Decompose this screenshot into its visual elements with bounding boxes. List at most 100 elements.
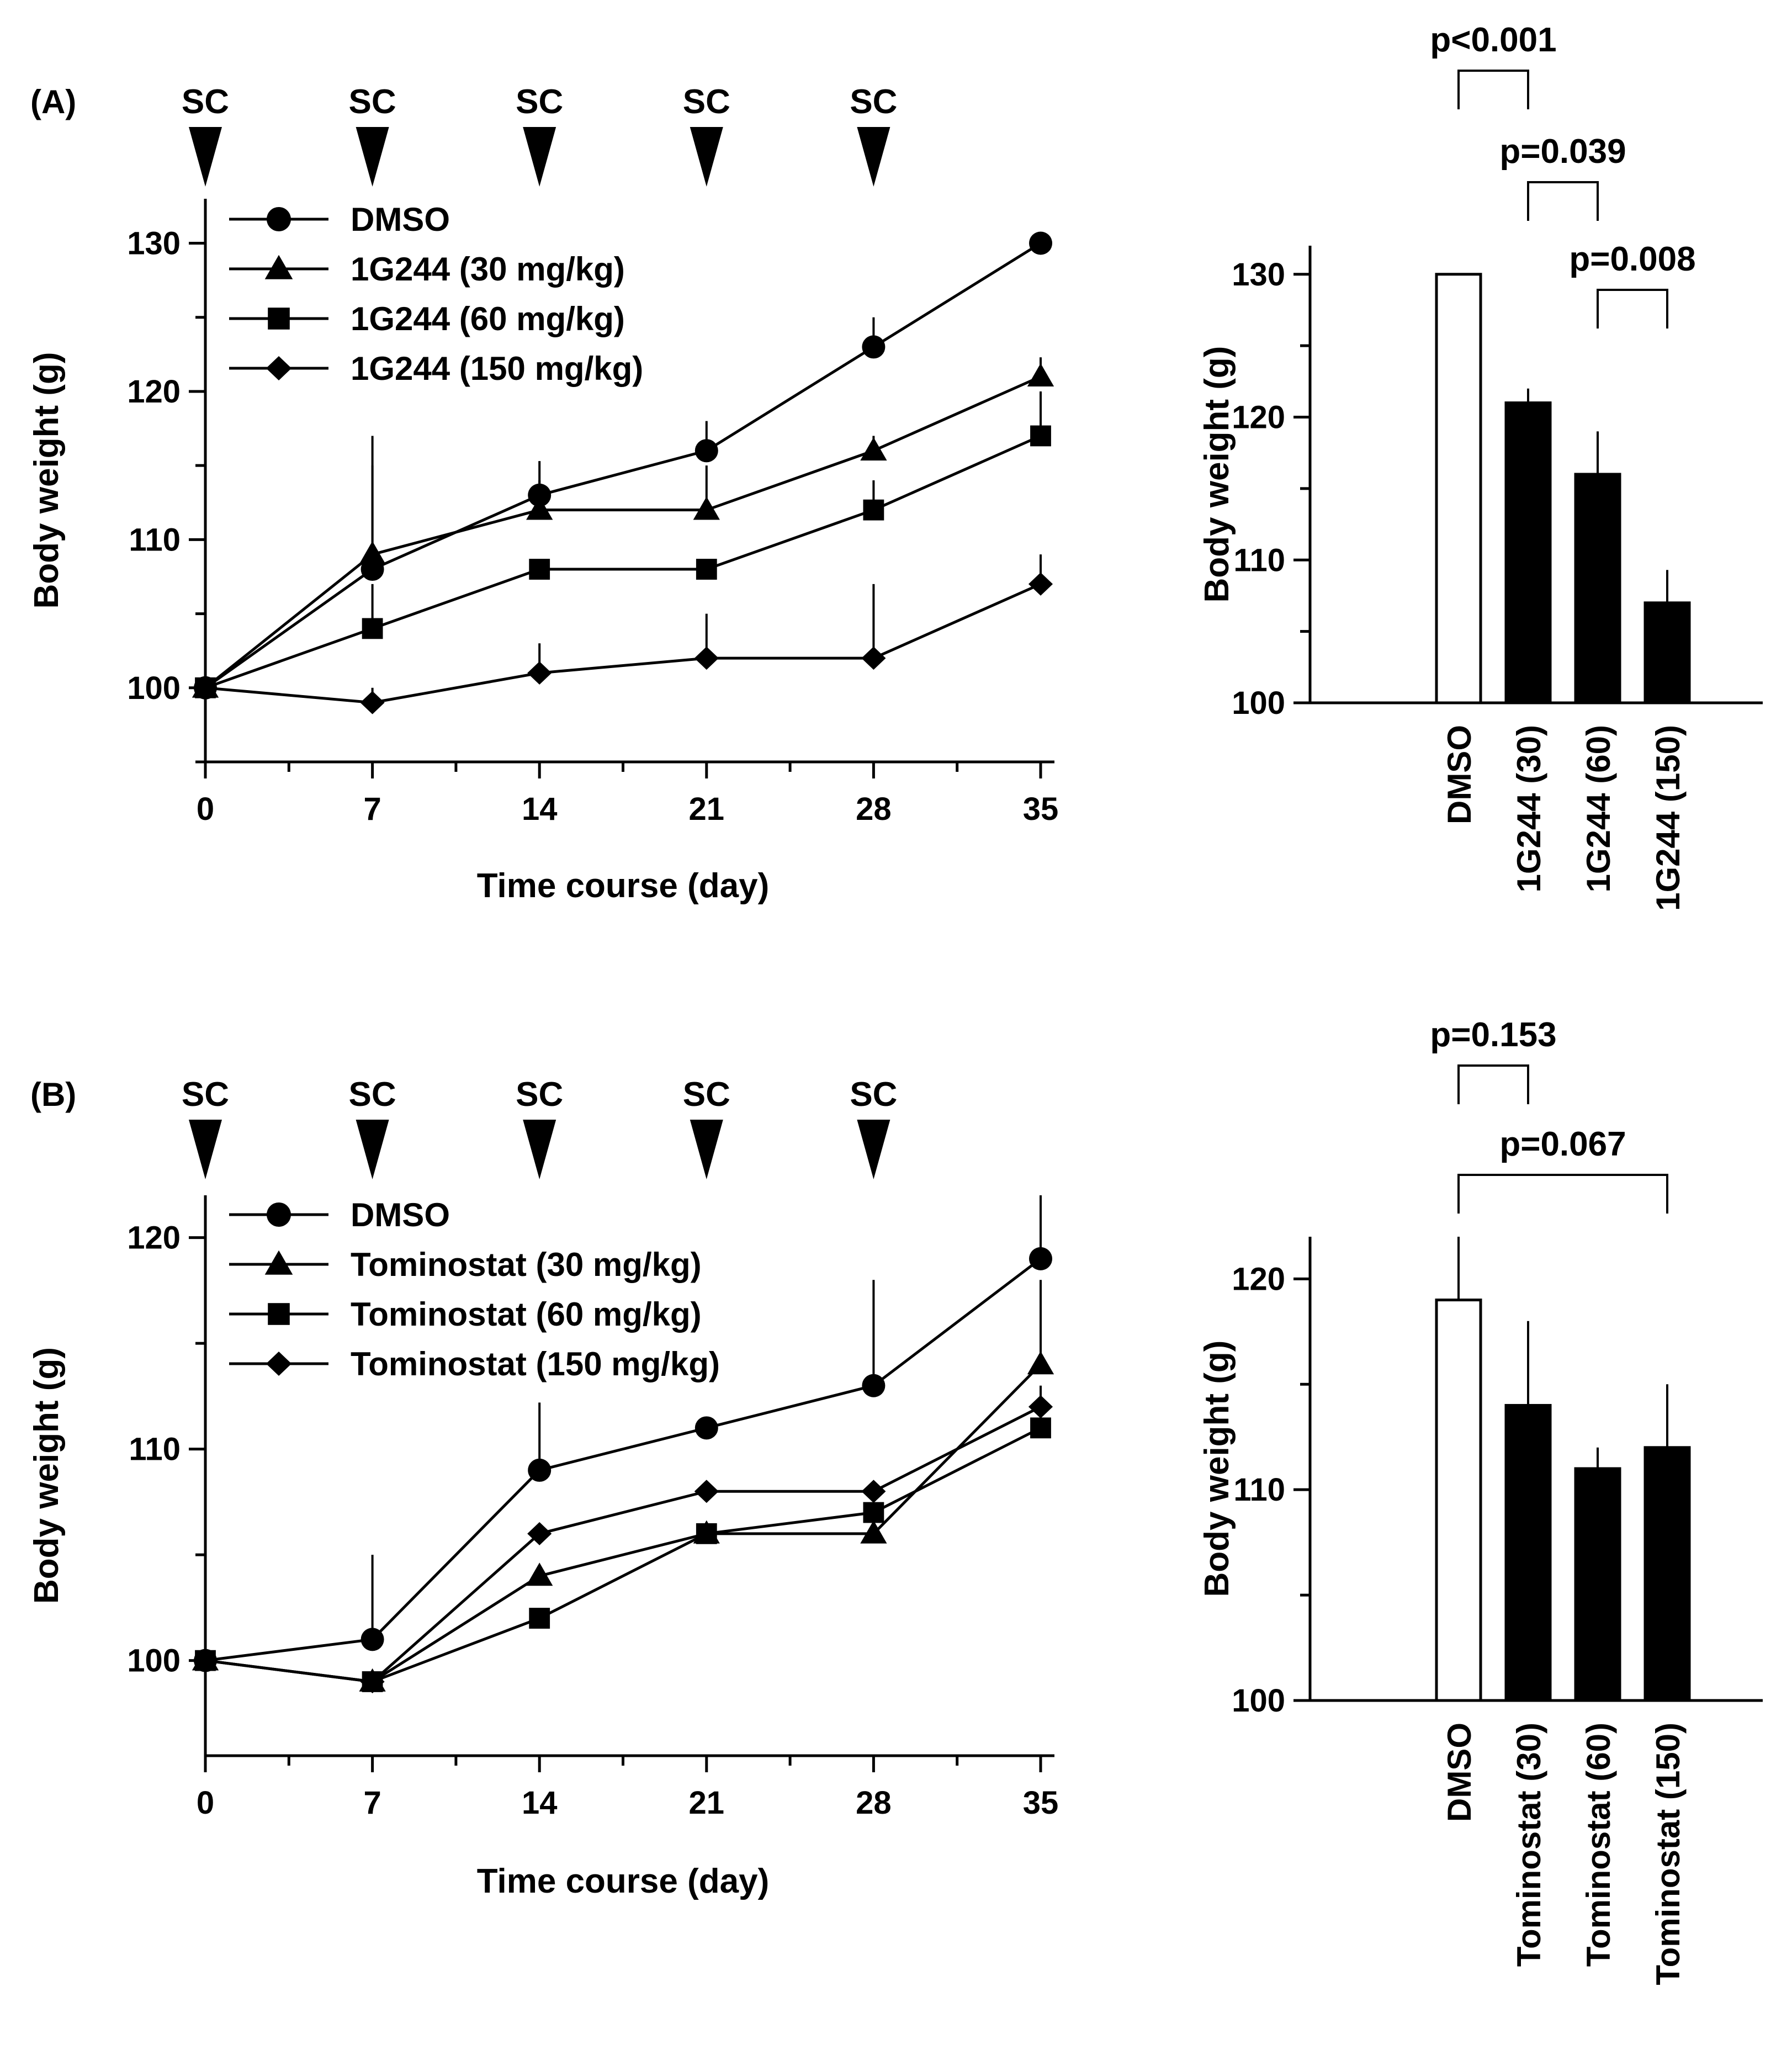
- data-point: [526, 496, 553, 520]
- injection-arrow: [690, 1120, 723, 1179]
- legend-label: 1G244 (60 mg/kg): [351, 300, 625, 337]
- bar-1g244-60: [1574, 473, 1621, 704]
- data-point: [696, 559, 717, 580]
- legend-marker: [264, 1250, 293, 1275]
- data-point: [694, 647, 719, 670]
- data-point: [860, 1520, 887, 1544]
- significance-bracket: [1597, 289, 1668, 329]
- p-value-label: p<0.001: [1430, 21, 1556, 59]
- bar-1g244-30: [1504, 401, 1552, 704]
- y-axis-title: Body weight (g): [1198, 1341, 1236, 1597]
- y-tick-label: 100: [1232, 1683, 1285, 1719]
- y-tick-label: 120: [1232, 400, 1285, 436]
- injection-label: SC: [182, 83, 229, 121]
- series-line: [205, 1405, 1042, 1683]
- bar-tominostat-60: [1574, 1467, 1621, 1702]
- legend-marker: [266, 356, 292, 380]
- legend-label: Tominostat (60 mg/kg): [351, 1296, 702, 1333]
- bar-1g244-150: [1643, 601, 1691, 704]
- series-line: [205, 1363, 1042, 1683]
- injection-label: SC: [516, 1076, 563, 1114]
- bar-tominostat-30: [1504, 1403, 1552, 1702]
- legend-label: Tominostat (30 mg/kg): [351, 1246, 702, 1283]
- x-tick-label: 28: [856, 791, 892, 827]
- data-point: [694, 439, 718, 463]
- data-point: [1027, 1351, 1054, 1375]
- bar-dmso: [1435, 273, 1482, 704]
- line-chart-a: (A) SC SC SC SC SC 100 110 120 130 0 7 14 21 28 35 Time …: [28, 83, 1058, 905]
- data-point: [696, 1523, 717, 1544]
- category-label: DMSO: [1441, 725, 1478, 824]
- legend-marker: [267, 207, 291, 231]
- data-point: [861, 1480, 886, 1503]
- injection-arrow: [189, 127, 222, 187]
- series-line: [205, 1257, 1042, 1662]
- legend-label: DMSO: [351, 201, 450, 238]
- data-point: [1030, 425, 1051, 447]
- p-value-label: p=0.153: [1430, 1016, 1556, 1054]
- series-1g244-150-mg-kg: [193, 554, 1053, 714]
- data-point: [526, 1562, 553, 1586]
- data-point: [693, 496, 720, 520]
- injection-label: SC: [850, 83, 897, 121]
- y-axis-title: Body weight (g): [28, 1347, 66, 1604]
- data-point: [863, 499, 884, 521]
- injection-arrow: [523, 1120, 556, 1179]
- category-label: Tominostat (30): [1510, 1723, 1547, 1967]
- series-1g244-60-mg-kg: [195, 391, 1051, 698]
- x-tick-label: 14: [522, 1785, 558, 1821]
- data-point: [860, 437, 887, 461]
- y-tick-label: 120: [127, 374, 181, 410]
- x-tick-label: 21: [689, 791, 725, 827]
- panel-label: (B): [30, 1076, 76, 1113]
- legend: DMSO 1G244 (30 mg/kg) 1G244 (60 mg/kg) 1G24…: [229, 201, 643, 387]
- data-point: [862, 335, 886, 359]
- data-point: [359, 541, 386, 565]
- injection-label: SC: [349, 83, 396, 121]
- data-point: [694, 1416, 718, 1440]
- data-point: [863, 1502, 884, 1523]
- y-tick-label: 100: [1232, 685, 1285, 721]
- x-tick-label: 35: [1023, 1785, 1059, 1821]
- data-point: [694, 1480, 719, 1503]
- data-point: [1029, 231, 1052, 255]
- series-1g244-30-mg-kg: [192, 357, 1054, 698]
- bar-chart-a-bar: 100 110 120 130 Body weight (g) DMSO 1G244 (30…: [1198, 21, 1763, 911]
- legend-label: 1G244 (150 mg/kg): [351, 350, 643, 387]
- injection-label: SC: [850, 1076, 897, 1114]
- y-tick-label: 110: [1233, 1472, 1285, 1508]
- data-point: [360, 691, 385, 714]
- series-dmso: [194, 1195, 1052, 1672]
- y-tick-label: 110: [129, 522, 181, 558]
- data-point: [862, 1374, 886, 1397]
- x-tick-label: 7: [363, 791, 381, 827]
- injection-arrow: [690, 127, 723, 187]
- y-tick-label: 100: [127, 670, 181, 706]
- p-value-label: p=0.008: [1569, 240, 1695, 278]
- data-point: [362, 618, 383, 639]
- injection-label: SC: [516, 83, 563, 121]
- data-point: [360, 1670, 385, 1693]
- data-point: [529, 559, 550, 580]
- data-point: [527, 1522, 552, 1545]
- panel-label: (A): [30, 83, 76, 120]
- significance-bracket: [1527, 181, 1599, 221]
- y-axis-title: Body weight (g): [1198, 346, 1236, 603]
- injection-label: SC: [182, 1076, 229, 1114]
- x-tick-label: 7: [363, 1785, 381, 1821]
- x-tick-label: 28: [856, 1785, 892, 1821]
- y-tick-label: 110: [129, 1432, 181, 1467]
- category-label: Tominostat (150): [1650, 1723, 1687, 1985]
- series-line: [205, 435, 1042, 690]
- legend-marker: [266, 1352, 292, 1376]
- legend-label: Tominostat (150 mg/kg): [351, 1345, 720, 1382]
- x-tick-label: 14: [522, 791, 558, 827]
- series-tominostat-150-mg-kg: [193, 1385, 1053, 1693]
- significance-bracket: [1457, 1064, 1529, 1104]
- data-point: [360, 1628, 384, 1651]
- x-tick-label: 0: [197, 791, 214, 827]
- line-chart-b: (B) SC SC SC SC SC 100 110 120 0 7 14 21 28 35 Time cou…: [28, 1076, 1058, 1900]
- x-tick-label: 35: [1023, 791, 1059, 827]
- legend-marker: [268, 1303, 290, 1325]
